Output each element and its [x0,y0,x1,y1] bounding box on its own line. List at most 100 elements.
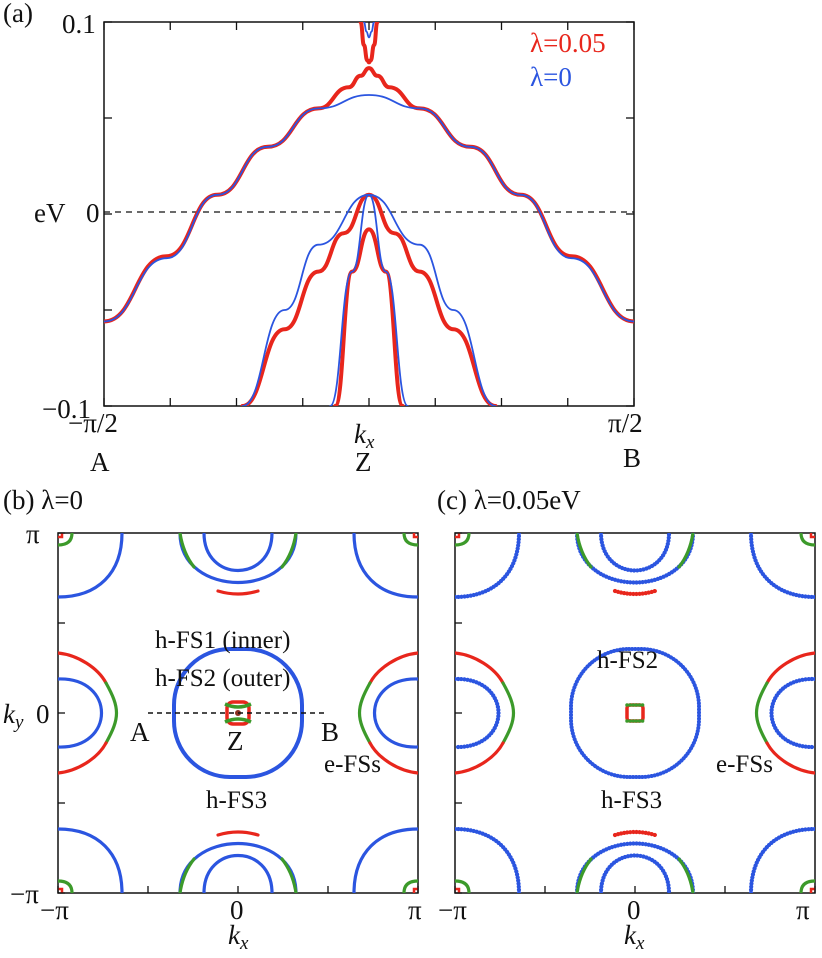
fs-segment-39 [598,533,672,573]
b-annot-hfs3: h-FS3 [206,787,267,814]
b-ytick-minus-pi: −π [10,879,39,909]
b-xtick-pi: π [408,895,422,925]
c-xtick-minus-pi: −π [438,895,467,925]
b-xlabel-sub: x [239,933,249,954]
fs-segment-22 [352,533,418,599]
fs-segment-32 [455,741,505,775]
fs-segment-53 [455,879,471,893]
band-line-4 [104,94,634,323]
xlabel-k-sub: x [365,432,375,453]
ytick-zero: 0 [86,198,100,228]
fs-segment-36 [755,681,769,745]
fs-segment-18 [178,857,196,893]
fs-segment-7 [368,651,418,685]
fs-segment-19 [280,857,298,893]
panel-a: (a) 0.1 0 −0.1 eV −π/2 π/2 kx A Z B λ=0.… [3,0,643,477]
fs-segment-51 [799,533,815,547]
panel-b: (b) λ=0 π 0 −π ky −π 0 π kx A Z B h-FS1 … [3,485,422,954]
b-annot-hfs2: h-FS2 (outer) [155,665,290,692]
panel-c-label: (c) λ=0.05eV [437,485,581,515]
fs-segment-47 [677,857,695,893]
b-xtick-0: 0 [230,895,244,925]
h-FS2-pocket-green [625,703,645,723]
h-FS2-pocket [224,702,252,724]
xtick-right: π/2 [608,408,643,438]
fs-segment-3 [104,681,118,745]
xlabel-k: kx [354,419,375,453]
b-path-label-B: B [321,717,339,747]
fs-segment-27 [402,879,418,893]
fs-segment-52 [455,826,522,893]
fs-segment-37 [765,741,815,775]
ytick-top: 0.1 [62,9,96,39]
band-line-1 [358,22,380,65]
fs-segment-38 [574,533,696,585]
ytick-bottom: −0.1 [42,394,91,424]
h-FS3-pocket [569,647,701,779]
c-xtick-pi: π [796,895,810,925]
band-line-2 [240,192,498,406]
band-line-5 [363,22,375,39]
b-xlabel-main: k [228,920,241,950]
b-annot-efss: e-FSs [324,751,381,778]
b-xtick-minus-pi: −π [40,895,69,925]
fs-segment-4 [58,741,108,775]
fs-segment-41 [575,533,593,569]
fs-segment-49 [455,533,471,547]
fs-segment-42 [677,533,695,569]
b-path-label-Z: Z [227,726,244,756]
c-annot-efss: e-FSs [716,751,773,778]
band-curves [104,22,634,406]
panel-c: (c) λ=0.05eV −π 0 π kx h-FS2 h-FS3 e-FSs [437,485,816,954]
fs-segment-40 [612,588,658,597]
fs-segment-17 [216,830,260,837]
panel-a-label: (a) [3,0,33,28]
c-xlabel-main: k [624,920,637,950]
c-xtick-0: 0 [627,895,641,925]
point-label-Z: Z [355,447,372,477]
b-annot-hfs1: h-FS1 (inner) [155,627,290,654]
fs-segment-1 [58,677,104,749]
b-ytick-pi: π [26,519,40,549]
point-label-A: A [90,447,110,477]
fs-segment-2 [58,651,108,685]
c-xlabel-sub: x [635,933,645,954]
fs-segment-54 [748,826,815,893]
b-xlabel: kx [228,920,249,954]
b-ytick-0: 0 [36,699,50,729]
fs-segment-20 [58,533,124,599]
point-label-B: B [623,443,641,473]
fs-segment-24 [58,827,124,893]
fs-segment-16 [202,854,274,893]
fs-segment-29 [455,676,501,750]
fs-segment-13 [178,533,196,569]
panel-c-frame [454,532,816,894]
fs-segment-15 [178,841,298,893]
band-line-3 [333,227,405,406]
fs-segment-9 [368,741,418,775]
ylabel-ev: eV [34,198,66,228]
band-line-7 [329,193,409,406]
legend-lambda-0: λ=0 [530,62,572,92]
fs-segment-6 [372,677,418,749]
fs-segment-8 [358,681,372,745]
fs-segment-44 [598,853,672,893]
c-annot-hfs3: h-FS3 [601,787,662,814]
fs-segment-35 [765,651,815,685]
band-line-6 [241,193,497,406]
fs-segment-30 [455,651,505,685]
b-ylabel: ky [3,699,24,733]
fs-segment-10 [178,533,298,585]
fs-segment-21 [58,533,74,547]
c-xlabel: kx [624,920,645,954]
fs-segment-48 [455,533,522,600]
fs-segment-14 [280,533,298,569]
b-ylabel-sub: y [13,712,24,733]
fs-segment-25 [58,879,74,893]
b-path-label-A: A [130,717,150,747]
fs-segment-12 [216,589,260,596]
fs-segment-55 [799,879,815,893]
xlabel-k-main: k [354,419,367,449]
fs-segment-34 [769,676,815,750]
